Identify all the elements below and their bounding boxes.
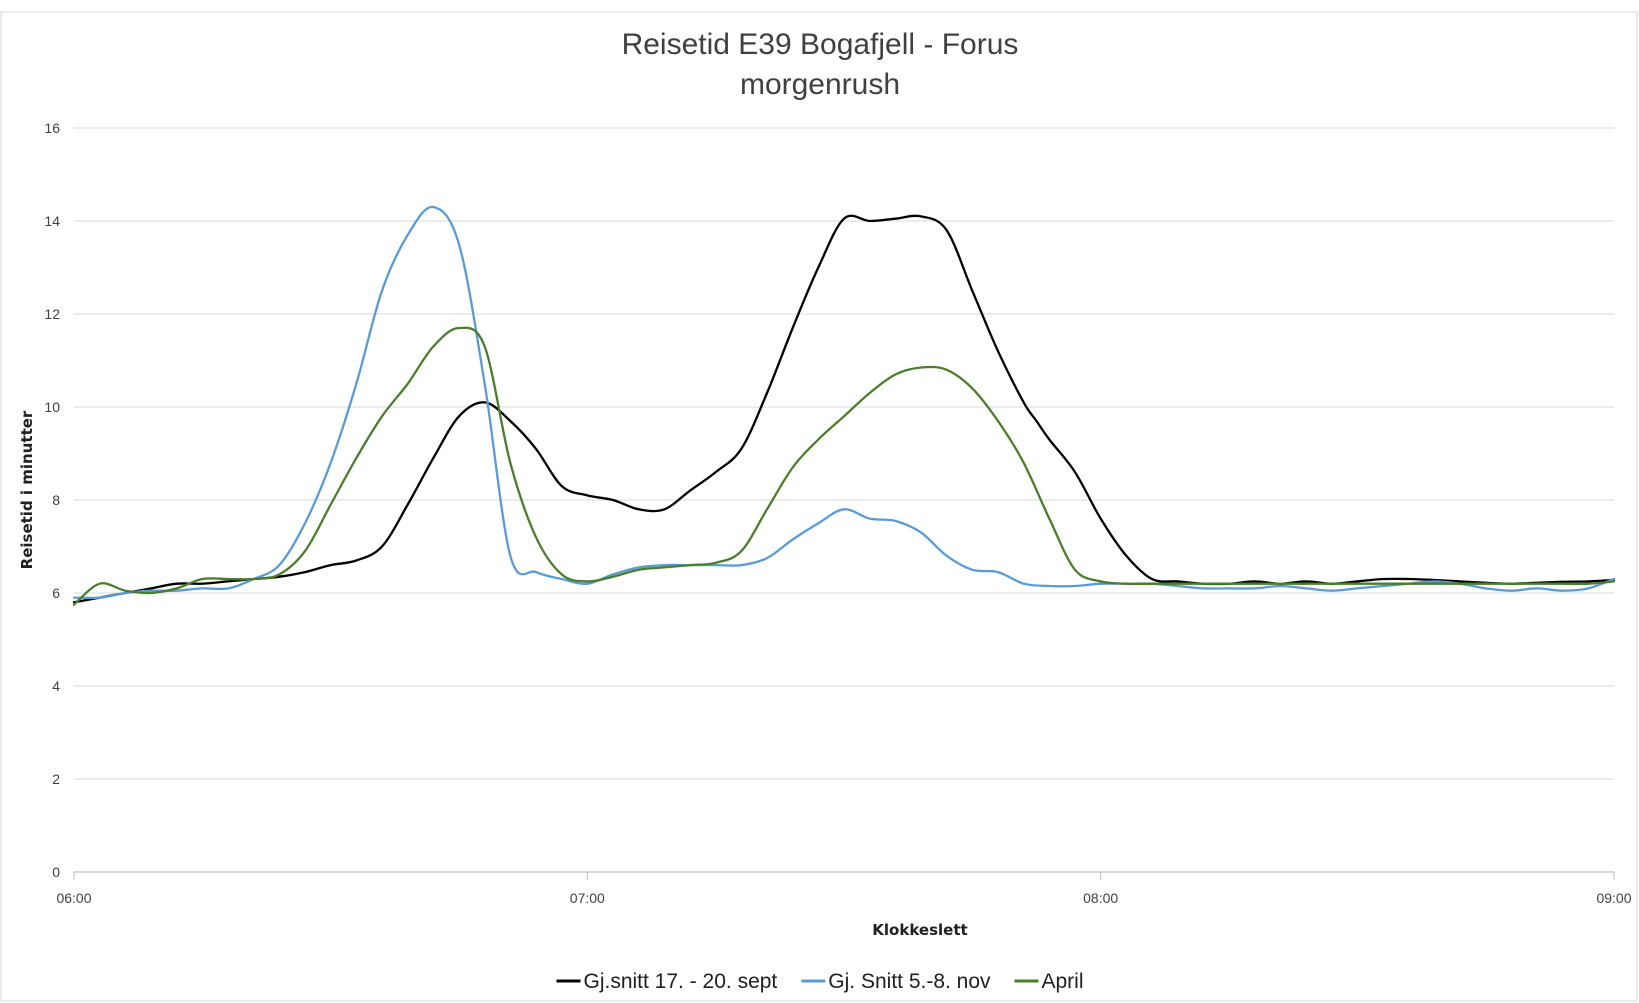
legend-item: April <box>1014 970 1084 993</box>
y-tick-label: 8 <box>52 492 60 508</box>
chart-title: Reisetid E39 Bogafjell - Forus <box>622 28 1019 61</box>
x-tick-label: 06:00 <box>56 890 91 906</box>
y-tick-label: 14 <box>44 213 60 229</box>
chart-frame <box>0 11 1638 1002</box>
y-tick-label: 2 <box>52 771 60 787</box>
legend-label: Gj.snitt 17. - 20. sept <box>584 970 778 993</box>
series-line-1 <box>72 214 1616 604</box>
y-tick-label: 12 <box>44 306 60 322</box>
gridlines <box>74 127 1614 873</box>
y-tick-label: 6 <box>52 585 60 601</box>
series-line-3 <box>72 326 1616 606</box>
legend: Gj.snitt 17. - 20. sept Gj. Snitt 5.-8. n… <box>556 970 1084 993</box>
y-tick-label: 0 <box>52 864 60 880</box>
chart-subtitle: morgenrush <box>740 68 900 101</box>
y-tick-label: 10 <box>44 399 60 415</box>
y-axis-ticks: 0 2 4 6 8 10 12 14 16 <box>44 120 60 880</box>
x-axis-ticks: 06:00 07:00 08:00 09:00 <box>56 872 1632 906</box>
x-tick-label: 08:00 <box>1083 890 1118 906</box>
legend-label: April <box>1042 970 1084 993</box>
y-tick-label: 4 <box>52 678 60 694</box>
legend-label: Gj. Snitt 5.-8. nov <box>828 970 991 993</box>
y-tick-label: 16 <box>44 120 60 136</box>
legend-item: Gj. Snitt 5.-8. nov <box>801 970 991 993</box>
x-axis-title: Klokkeslett <box>872 921 967 939</box>
x-tick-label: 09:00 <box>1596 890 1631 906</box>
x-tick-label: 07:00 <box>570 890 605 906</box>
legend-item: Gj.snitt 17. - 20. sept <box>556 970 778 993</box>
y-axis-title: Reisetid i minutter <box>18 410 36 569</box>
series-line-2 <box>72 205 1616 600</box>
series-lines <box>72 205 1616 606</box>
